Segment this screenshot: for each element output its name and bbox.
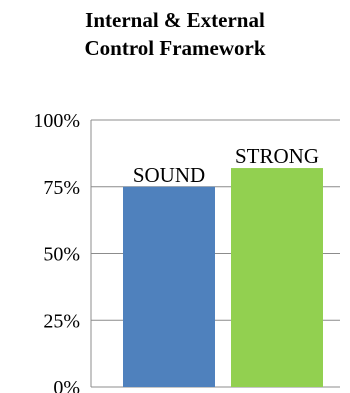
- bar-strong: [231, 168, 323, 387]
- chart-title: Internal & External Control Framework: [0, 6, 350, 62]
- y-tick-label-50: 50%: [43, 244, 80, 266]
- y-tick-label-75: 75%: [43, 177, 80, 199]
- y-tick-label-100: 100%: [33, 110, 80, 132]
- y-tick-label-0: 0%: [53, 377, 80, 393]
- data-label-sound: SOUND: [133, 163, 205, 187]
- data-label-strong: STRONG: [235, 144, 319, 168]
- y-tick-label-25: 25%: [43, 310, 80, 332]
- chart-title-line-1: Internal & External: [85, 8, 265, 32]
- bar-sound: [123, 186, 215, 387]
- chart-title-line-2: Control Framework: [84, 36, 266, 60]
